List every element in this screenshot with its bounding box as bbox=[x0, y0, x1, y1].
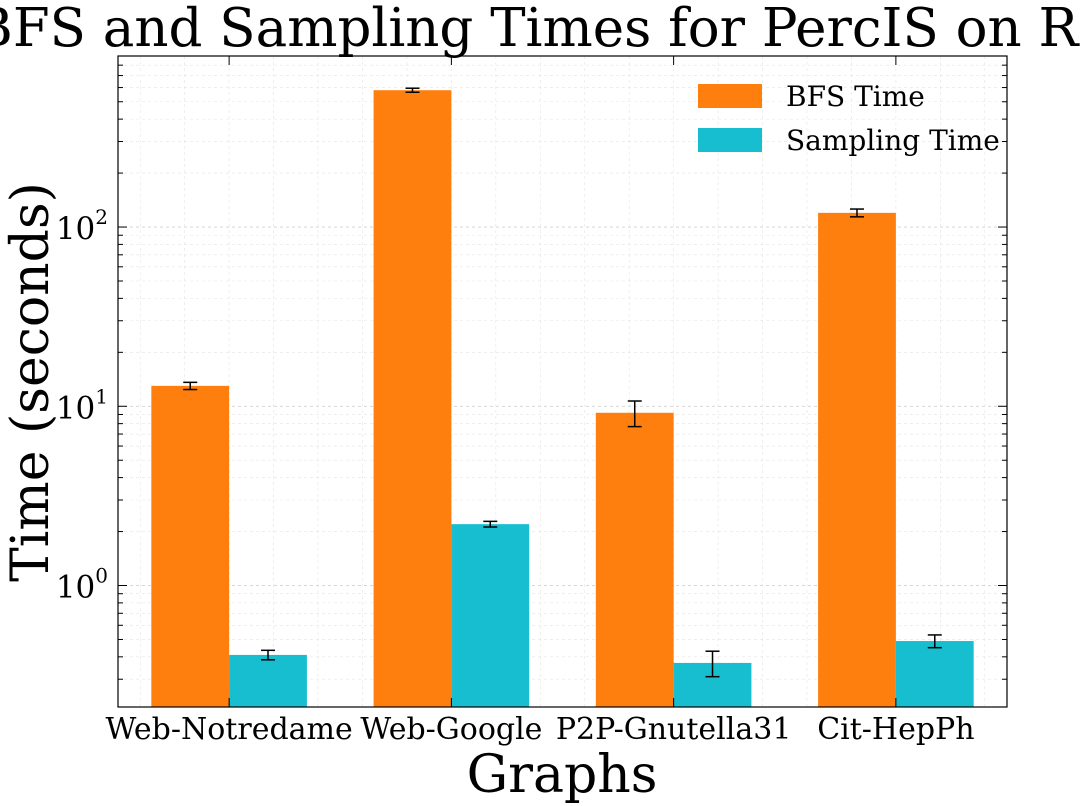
bar-sampling-time-web-google bbox=[451, 524, 530, 707]
bar-bfs-time-cit-hepph bbox=[818, 212, 896, 707]
plot-frame bbox=[117, 55, 1008, 708]
legend-label-sampling-time: Sampling Time bbox=[786, 124, 1000, 157]
legend-label-bfs-time: BFS Time bbox=[786, 80, 925, 113]
legend-swatch-sampling-time bbox=[698, 128, 762, 152]
x-tick-labels: Web-Notredame Web-Google P2P-Gnutella31 Cit… bbox=[106, 712, 975, 747]
x-axis-label: Graphs bbox=[467, 745, 658, 805]
bar-bfs-time-web-google bbox=[373, 90, 452, 707]
legend-swatch-bfs-time bbox=[698, 84, 762, 108]
y-axis-label: Time (seconds) bbox=[1, 182, 61, 582]
bar-sampling-time-cit-hepph bbox=[895, 641, 974, 707]
y-tick-label: 102 bbox=[56, 205, 108, 247]
x-tick-label-p2p-gnutella31: P2P-Gnutella31 bbox=[556, 712, 792, 747]
x-tick-label-web-notredame: Web-Notredame bbox=[106, 712, 353, 747]
y-tick-label: 100 bbox=[56, 564, 108, 606]
chart-title: BFS and Sampling Times for PercIS on RSS bbox=[0, 0, 1080, 59]
bar-sampling-time-web-notredame bbox=[229, 654, 307, 707]
bar-bfs-time-p2p-gnutella31 bbox=[595, 412, 674, 707]
bars bbox=[151, 90, 974, 707]
error-bars bbox=[183, 87, 942, 678]
legend: BFS Time Sampling Time bbox=[698, 80, 1000, 157]
bar-bfs-time-web-notredame bbox=[151, 385, 230, 707]
axis-ticks bbox=[118, 55, 1007, 707]
x-tick-label-cit-hepph: Cit-HepPh bbox=[817, 712, 974, 747]
x-tick-label-web-google: Web-Google bbox=[360, 712, 542, 747]
y-tick-label: 101 bbox=[56, 384, 108, 426]
y-tick-labels: 100 101 102 bbox=[56, 205, 108, 605]
